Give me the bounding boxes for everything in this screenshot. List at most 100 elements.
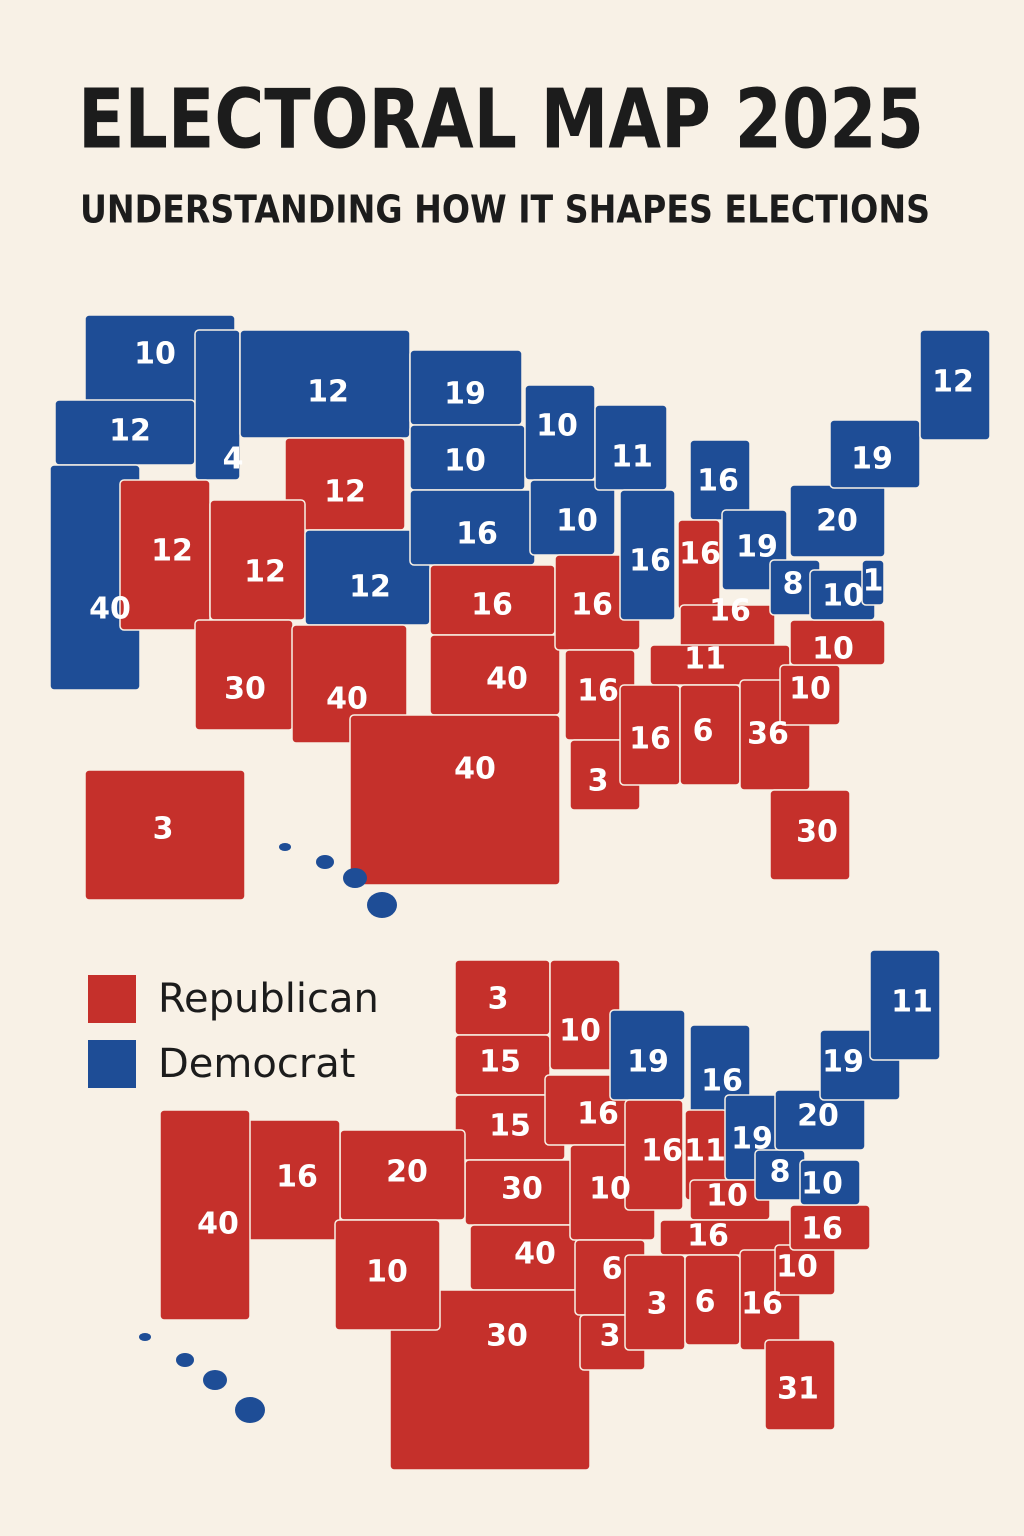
- electoral-votes: 16: [687, 1219, 729, 1254]
- electoral-votes: 40: [486, 662, 528, 697]
- state: [769, 789, 851, 881]
- island: [367, 892, 397, 918]
- state: [764, 1339, 836, 1431]
- legend-label: Democrat: [158, 1041, 355, 1087]
- electoral-votes: 10: [366, 1255, 408, 1290]
- electoral-votes: 10: [444, 444, 486, 479]
- state: [829, 419, 921, 489]
- electoral-votes: 10: [776, 1250, 818, 1285]
- electoral-votes: 8: [770, 1155, 791, 1190]
- electoral-votes: 16: [709, 594, 751, 629]
- electoral-votes: 30: [486, 1319, 528, 1354]
- electoral-votes: 11: [684, 1134, 726, 1169]
- electoral-votes: 16: [629, 722, 671, 757]
- electoral-votes: 11: [611, 440, 653, 475]
- electoral-votes: 15: [489, 1109, 531, 1144]
- electoral-votes: 1: [863, 564, 884, 599]
- electoral-votes: 36: [747, 717, 789, 752]
- electoral-votes: 16: [641, 1134, 683, 1169]
- electoral-votes: 10: [589, 1172, 631, 1207]
- electoral-votes: 10: [559, 1014, 601, 1049]
- electoral-votes: 3: [153, 812, 174, 847]
- electoral-votes: 3: [647, 1287, 668, 1322]
- subtitle: UNDERSTANDING HOW IT SHAPES ELECTIONS: [80, 188, 930, 232]
- legend-swatch: [88, 1040, 136, 1088]
- electoral-votes: 12: [307, 375, 349, 410]
- electoral-votes: 16: [577, 1097, 619, 1132]
- state: [799, 1159, 861, 1206]
- electoral-votes: 3: [488, 982, 509, 1017]
- electoral-votes: 16: [276, 1160, 318, 1195]
- electoral-votes: 4: [223, 442, 244, 477]
- state: [619, 489, 676, 621]
- electoral-votes: 40: [454, 752, 496, 787]
- electoral-votes: 8: [783, 567, 804, 602]
- legend-label: Republican: [158, 976, 379, 1022]
- state: [159, 1109, 251, 1321]
- island: [176, 1353, 194, 1367]
- electoral-votes: 16: [629, 544, 671, 579]
- island: [343, 868, 367, 888]
- title: ELECTORAL MAP 2025: [78, 72, 924, 167]
- electoral-votes: 11: [684, 642, 726, 677]
- electoral-votes: 10: [812, 632, 854, 667]
- electoral-votes: 16: [571, 588, 613, 623]
- electoral-votes: 16: [679, 537, 721, 572]
- electoral-votes: 6: [602, 1252, 623, 1287]
- electoral-votes: 6: [693, 714, 714, 749]
- electoral-votes: 10: [536, 409, 578, 444]
- electoral-votes: 10: [789, 672, 831, 707]
- electoral-votes: 30: [796, 815, 838, 850]
- electoral-votes: 40: [326, 682, 368, 717]
- electoral-votes: 20: [386, 1155, 428, 1190]
- electoral-votes: 12: [324, 475, 366, 510]
- electoral-votes: 20: [816, 504, 858, 539]
- electoral-votes: 19: [851, 442, 893, 477]
- state: [869, 949, 941, 1061]
- electoral-votes: 19: [444, 377, 486, 412]
- electoral-votes: 19: [736, 530, 778, 565]
- electoral-votes: 11: [891, 985, 933, 1020]
- state: [349, 714, 561, 886]
- island: [139, 1333, 151, 1341]
- electoral-votes: 30: [224, 672, 266, 707]
- electoral-votes: 12: [109, 414, 151, 449]
- electoral-votes: 3: [588, 764, 609, 799]
- legend-swatch: [88, 975, 136, 1023]
- electoral-votes: 20: [797, 1099, 839, 1134]
- electoral-votes: 30: [501, 1172, 543, 1207]
- electoral-votes: 12: [151, 534, 193, 569]
- state: [624, 1099, 684, 1211]
- island: [235, 1397, 265, 1423]
- state: [919, 329, 991, 441]
- electoral-votes: 16: [456, 517, 498, 552]
- electoral-votes: 6: [695, 1285, 716, 1320]
- electoral-votes: 12: [244, 555, 286, 590]
- state: [389, 1289, 591, 1471]
- electoral-votes: 10: [134, 337, 176, 372]
- state: [689, 439, 751, 521]
- electoral-votes: 10: [706, 1179, 748, 1214]
- legend: Republican Democrat: [88, 975, 379, 1088]
- electoral-votes: 16: [697, 464, 739, 499]
- electoral-votes: 10: [822, 579, 864, 614]
- electoral-votes: 16: [701, 1064, 743, 1099]
- electoral-votes: 16: [471, 588, 513, 623]
- electoral-votes: 40: [89, 592, 131, 627]
- island: [279, 843, 291, 851]
- state: [334, 1219, 441, 1331]
- island: [316, 855, 334, 869]
- electoral-votes: 40: [514, 1237, 556, 1272]
- state: [861, 559, 885, 606]
- electoral-votes: 31: [777, 1372, 819, 1407]
- electoral-votes: 3: [600, 1319, 621, 1354]
- state: [84, 769, 246, 901]
- electoral-votes: 40: [197, 1207, 239, 1242]
- electoral-votes: 10: [801, 1167, 843, 1202]
- electoral-votes: 19: [731, 1122, 773, 1157]
- electoral-votes: 19: [627, 1045, 669, 1080]
